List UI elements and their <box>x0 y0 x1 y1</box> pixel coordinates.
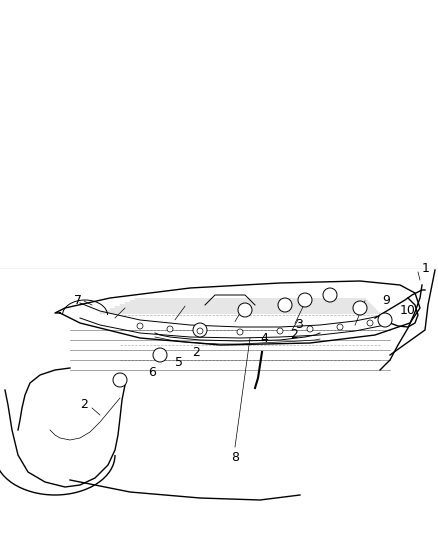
Circle shape <box>237 329 243 335</box>
Text: 8: 8 <box>231 451 239 464</box>
Circle shape <box>367 320 373 326</box>
Text: 3: 3 <box>295 319 303 332</box>
Circle shape <box>277 328 283 334</box>
Circle shape <box>167 326 173 332</box>
Text: 1: 1 <box>422 262 430 274</box>
Text: 10: 10 <box>400 303 416 317</box>
Text: 2: 2 <box>80 399 88 411</box>
Circle shape <box>323 288 337 302</box>
Circle shape <box>197 328 203 334</box>
Circle shape <box>137 323 143 329</box>
Text: 2: 2 <box>290 328 298 342</box>
Circle shape <box>307 326 313 332</box>
Text: 5: 5 <box>175 356 183 368</box>
Circle shape <box>337 324 343 330</box>
Circle shape <box>278 298 292 312</box>
Circle shape <box>298 293 312 307</box>
Text: 4: 4 <box>260 332 268 344</box>
Circle shape <box>378 313 392 327</box>
Text: 6: 6 <box>148 366 156 378</box>
Circle shape <box>113 373 127 387</box>
Text: 9: 9 <box>382 294 390 306</box>
Circle shape <box>238 303 252 317</box>
Circle shape <box>193 323 207 337</box>
Circle shape <box>153 348 167 362</box>
Text: 2: 2 <box>192 345 200 359</box>
Text: 7: 7 <box>74 294 82 306</box>
Circle shape <box>353 301 367 315</box>
